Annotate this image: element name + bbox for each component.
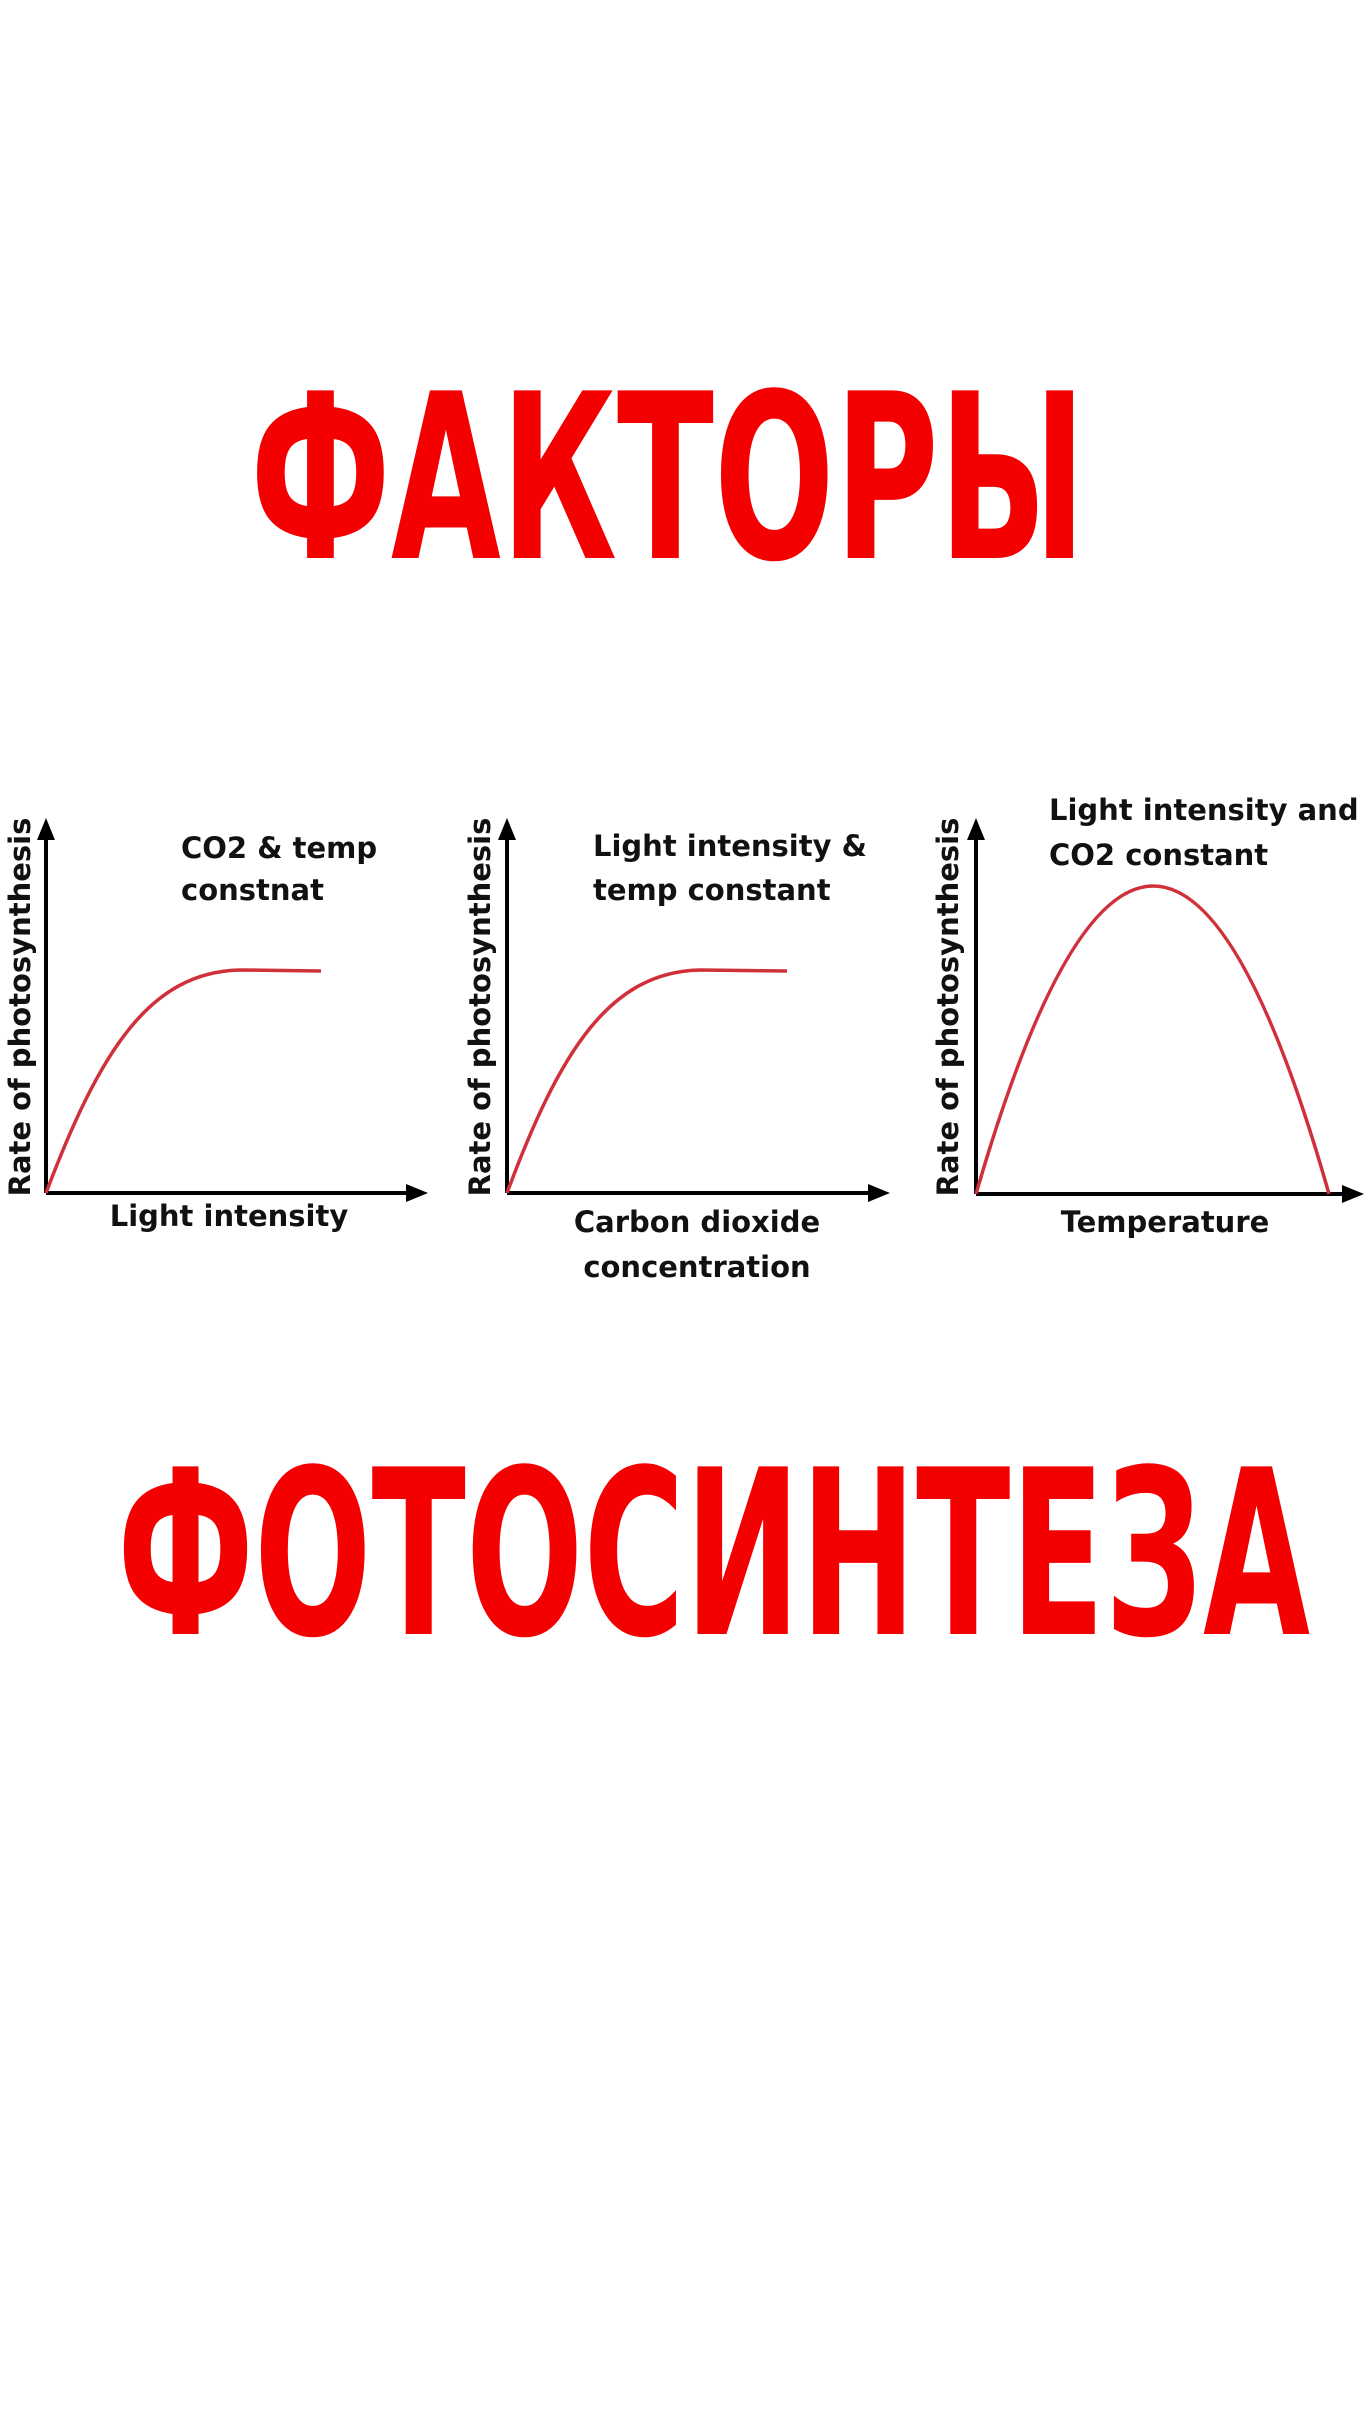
arrow — [406, 1184, 428, 1202]
graph: CO2 & temp constnat Light intensity Rate… — [3, 818, 428, 1233]
x-label: concentration — [583, 1250, 810, 1284]
note: Light intensity & — [593, 829, 867, 863]
x-label: Carbon dioxide — [574, 1205, 820, 1239]
note: temp constant — [593, 873, 831, 907]
title-bottom: ФОТОСИНТЕЗА — [117, 1422, 1310, 1689]
curve — [505, 968, 788, 1194]
x-label: Temperature — [1061, 1205, 1270, 1239]
y-label: Rate of photosynthesis — [3, 818, 37, 1197]
note: constnat — [181, 873, 324, 907]
note: Light intensity and — [1049, 793, 1359, 827]
x-label: Light intensity — [110, 1199, 349, 1233]
note: CO2 & temp — [181, 831, 377, 865]
curve — [44, 968, 322, 1194]
axes — [44, 828, 420, 1195]
y-label: Rate of photosynthesis — [931, 818, 965, 1197]
graph: Light intensity & temp constant Carbon d… — [463, 818, 890, 1284]
arrow — [1342, 1185, 1364, 1203]
arrow — [868, 1184, 890, 1202]
graph: Light intensity and CO2 constant Tempera… — [931, 793, 1364, 1239]
arrow — [37, 818, 55, 840]
axes — [505, 828, 882, 1195]
curve — [974, 884, 1331, 1195]
title-top: ФАКТОРЫ — [250, 346, 1086, 613]
arrow — [498, 818, 516, 840]
note: CO2 constant — [1049, 838, 1268, 872]
axes — [974, 828, 1356, 1196]
y-label: Rate of photosynthesis — [463, 818, 497, 1197]
arrow — [967, 818, 985, 840]
